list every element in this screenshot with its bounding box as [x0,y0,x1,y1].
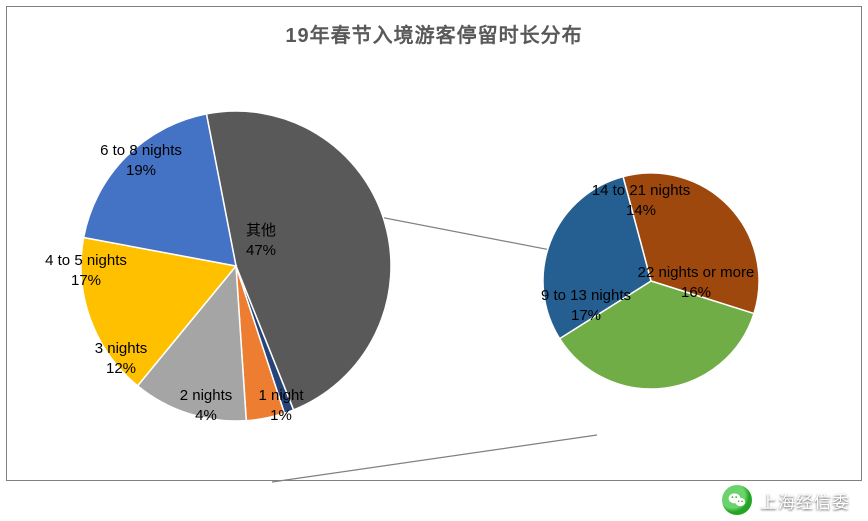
chart-title: 19年春节入境游客停留时长分布 [7,7,861,48]
slice-label: 6 to 8 nights19% [100,141,182,182]
chart-frame: 19年春节入境游客停留时长分布 其他47% 1 night1% 2 nights4%… [6,6,862,481]
slice-label: 其他47% [246,221,276,262]
watermark: 上海经信委 [722,485,850,515]
slice-label: 14 to 21 nights14% [592,181,690,222]
slice-label: 2 nights4% [180,386,233,427]
connector-line [272,435,597,482]
slice-label: 1 night1% [258,386,303,427]
slice-label: 4 to 5 nights17% [45,251,127,292]
wechat-icon [722,485,752,515]
slice-label: 9 to 13 nights17% [541,286,631,327]
slice-label: 3 nights12% [95,339,148,380]
watermark-text: 上海经信委 [760,488,850,513]
slice-label: 22 nights or more16% [638,263,755,304]
